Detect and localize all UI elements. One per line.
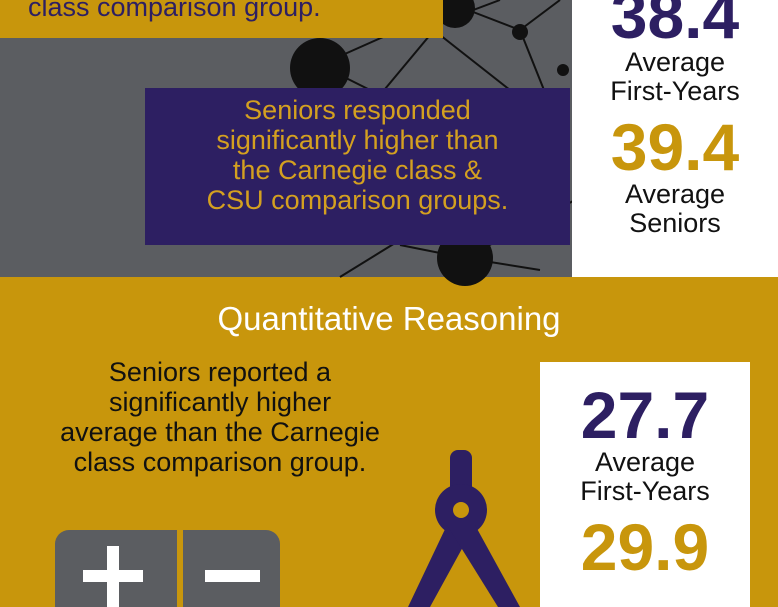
callout-line: significantly higher than [145, 125, 570, 155]
stat-value: 38.4 [572, 0, 778, 48]
section-title: Quantitative Reasoning [0, 300, 778, 338]
callout-line: Seniors responded [145, 95, 570, 125]
stat-label-line: Average [540, 448, 750, 477]
stat-label-line: Seniors [572, 209, 778, 238]
text-line: average than the Carnegie [0, 417, 440, 447]
stat-value: 39.4 [572, 114, 778, 180]
callout-line: CSU comparison groups. [145, 185, 570, 215]
page: class comparison group. Seniors responde… [0, 0, 778, 607]
stat-value: 29.9 [540, 514, 750, 580]
text-line: class comparison group. [0, 447, 440, 477]
stat-value: 27.7 [540, 382, 750, 448]
text-line: significantly higher [0, 387, 440, 417]
stat-label-line: First-Years [540, 477, 750, 506]
text-line: Seniors reported a [0, 357, 440, 387]
stat-label-line: Average [572, 180, 778, 209]
note-line: class comparison group. [28, 0, 321, 23]
stat-label-line: Average [572, 48, 778, 77]
top-note: class comparison group. [28, 0, 321, 23]
callout-line: the Carnegie class & [145, 155, 570, 185]
stat-label-line: First-Years [572, 77, 778, 106]
